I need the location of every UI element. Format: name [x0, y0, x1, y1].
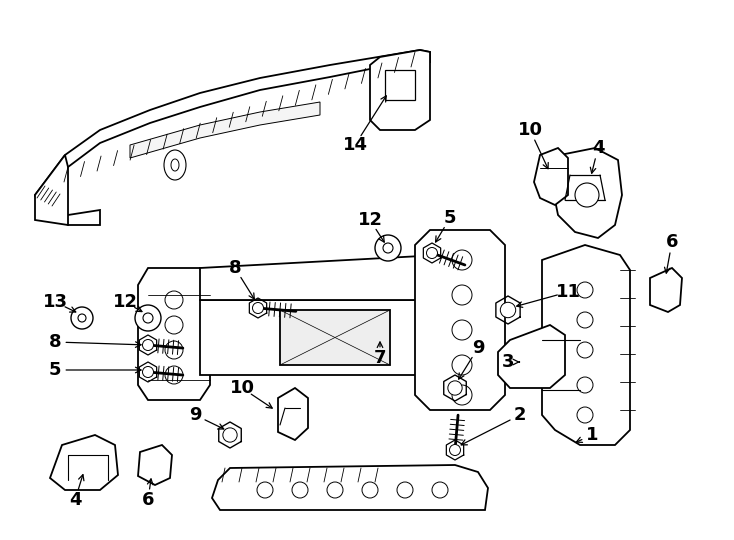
Circle shape	[577, 342, 593, 358]
Polygon shape	[385, 70, 415, 100]
Circle shape	[375, 235, 401, 261]
Circle shape	[165, 316, 183, 334]
Text: 4: 4	[69, 491, 81, 509]
Text: 6: 6	[142, 491, 154, 509]
Circle shape	[577, 377, 593, 393]
Text: 5: 5	[444, 209, 457, 227]
Circle shape	[577, 407, 593, 423]
Polygon shape	[35, 195, 100, 225]
Text: 9: 9	[472, 339, 484, 357]
Circle shape	[452, 320, 472, 340]
Text: 5: 5	[48, 361, 61, 379]
Circle shape	[223, 428, 237, 442]
Text: 11: 11	[556, 283, 581, 301]
Circle shape	[432, 482, 448, 498]
Circle shape	[257, 482, 273, 498]
Circle shape	[452, 355, 472, 375]
Polygon shape	[200, 300, 450, 375]
Circle shape	[362, 482, 378, 498]
Text: 10: 10	[230, 379, 255, 397]
Polygon shape	[280, 310, 390, 365]
Circle shape	[71, 307, 93, 329]
Circle shape	[292, 482, 308, 498]
Circle shape	[426, 247, 437, 259]
Polygon shape	[200, 255, 450, 300]
Polygon shape	[50, 435, 118, 490]
Text: 13: 13	[43, 293, 68, 311]
Circle shape	[78, 314, 86, 322]
Circle shape	[165, 291, 183, 309]
Circle shape	[383, 243, 393, 253]
Polygon shape	[498, 325, 565, 388]
Text: 1: 1	[586, 426, 598, 444]
Text: 7: 7	[374, 349, 386, 367]
Circle shape	[252, 302, 264, 314]
Text: 12: 12	[357, 211, 382, 229]
Text: 2: 2	[514, 406, 526, 424]
Circle shape	[448, 381, 462, 395]
Circle shape	[575, 183, 599, 207]
Text: 6: 6	[666, 233, 678, 251]
Circle shape	[577, 312, 593, 328]
Polygon shape	[534, 148, 568, 205]
Polygon shape	[130, 102, 320, 158]
Polygon shape	[370, 50, 430, 130]
Circle shape	[452, 385, 472, 405]
Polygon shape	[138, 445, 172, 485]
Text: 10: 10	[517, 121, 542, 139]
Circle shape	[452, 250, 472, 270]
Polygon shape	[35, 155, 68, 225]
Circle shape	[143, 313, 153, 323]
Circle shape	[327, 482, 343, 498]
Circle shape	[142, 340, 153, 350]
Circle shape	[501, 302, 516, 318]
Text: 14: 14	[343, 136, 368, 154]
Polygon shape	[542, 245, 630, 445]
Text: 4: 4	[592, 139, 604, 157]
Text: 8: 8	[229, 259, 241, 277]
Circle shape	[135, 305, 161, 331]
Polygon shape	[552, 148, 622, 238]
Circle shape	[165, 341, 183, 359]
Polygon shape	[278, 388, 308, 440]
Text: 12: 12	[112, 293, 137, 311]
Circle shape	[449, 444, 460, 456]
Polygon shape	[650, 268, 682, 312]
Circle shape	[397, 482, 413, 498]
Polygon shape	[35, 50, 430, 205]
Circle shape	[452, 285, 472, 305]
Circle shape	[577, 282, 593, 298]
Text: 3: 3	[502, 353, 515, 371]
Text: 9: 9	[189, 406, 201, 424]
Polygon shape	[138, 268, 210, 400]
Polygon shape	[212, 465, 488, 510]
Polygon shape	[415, 230, 505, 410]
Text: 8: 8	[48, 333, 62, 351]
Circle shape	[165, 366, 183, 384]
Circle shape	[142, 367, 153, 377]
